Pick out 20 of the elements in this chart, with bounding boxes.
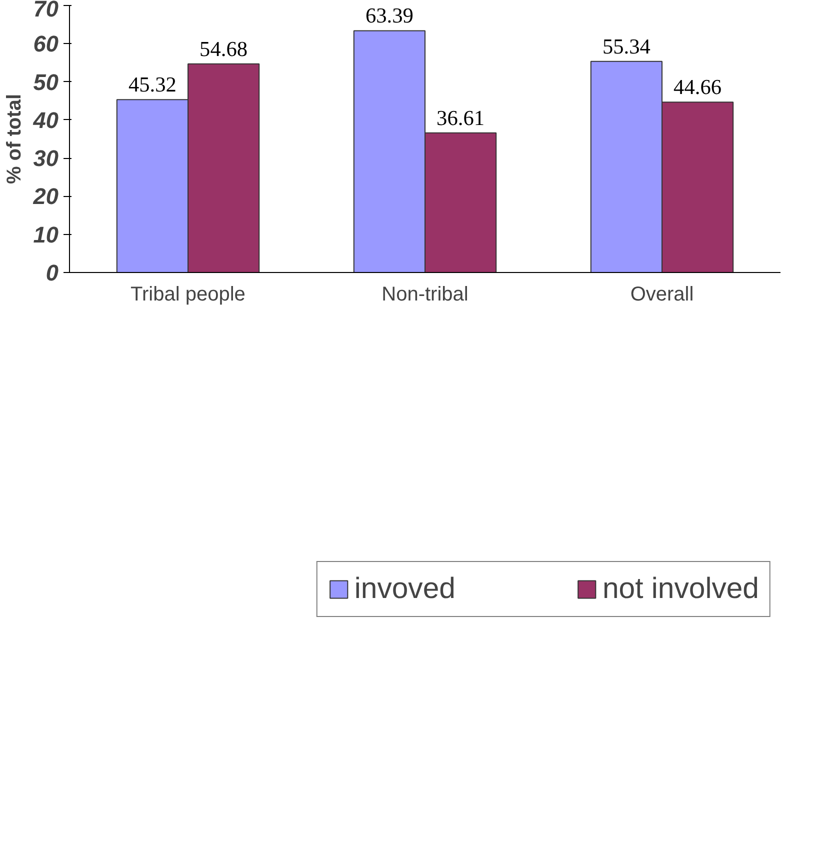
data-label: 44.66	[674, 75, 722, 100]
y-tick-label: 0	[46, 260, 59, 286]
x-tick-label: Non-tribal	[382, 284, 468, 306]
y-tick-label: 60	[33, 30, 59, 57]
y-tick-label: 50	[33, 68, 59, 95]
y-tick-label: 10	[33, 221, 59, 248]
data-label: 63.39	[365, 4, 414, 28]
y-tick-label: 20	[32, 183, 59, 210]
data-label: 45.32	[128, 72, 176, 97]
y-tick-label: 30	[33, 145, 59, 172]
legend-label: invoved	[354, 572, 456, 606]
data-label: 36.61	[436, 106, 485, 130]
y-tick-label: 40	[32, 106, 59, 133]
data-label: 55.34	[602, 34, 651, 58]
data-label: 54.68	[200, 36, 248, 61]
x-tick-label: Tribal people	[130, 284, 246, 306]
y-axis-title: % of total	[3, 94, 26, 184]
y-tick-label: 70	[33, 0, 59, 22]
legend-label: not involved	[602, 572, 759, 606]
x-tick-label: Overall	[630, 284, 694, 306]
